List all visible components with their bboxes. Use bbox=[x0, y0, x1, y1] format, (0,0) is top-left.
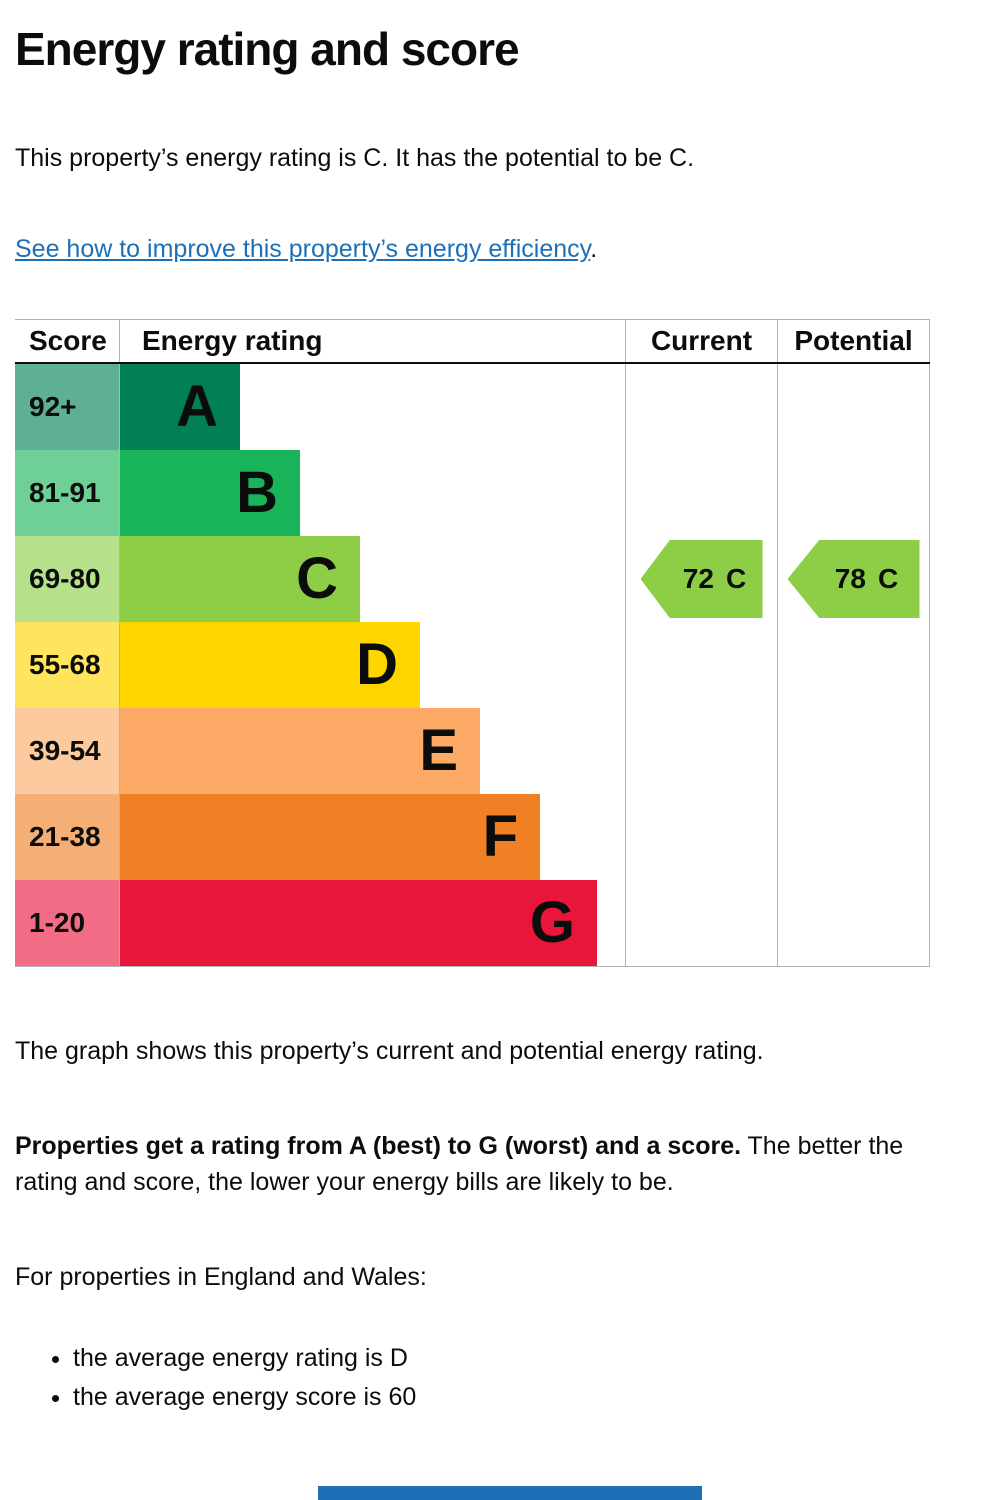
page-title: Energy rating and score bbox=[15, 23, 520, 75]
potential-cell-c: 78 C bbox=[777, 536, 930, 622]
epc-row-c: 69-80 C 72 C 78 C bbox=[15, 536, 930, 622]
improve-efficiency-link[interactable]: See how to improve this property’s energ… bbox=[15, 235, 591, 263]
current-cell-a bbox=[625, 364, 777, 450]
score-range-f: 21-38 bbox=[15, 794, 120, 880]
current-cell-d bbox=[625, 622, 777, 708]
region-heading: For properties in England and Wales: bbox=[15, 1262, 427, 1291]
epc-chart: Score Energy rating Current Potential 92… bbox=[15, 319, 930, 967]
score-range-c: 69-80 bbox=[15, 536, 120, 622]
potential-score: 78 bbox=[834, 563, 866, 594]
rating-explanation-bold: Properties get a rating from A (best) to… bbox=[15, 1132, 742, 1160]
score-range-b: 81-91 bbox=[15, 450, 120, 536]
potential-letter: C bbox=[877, 563, 899, 594]
potential-rating-arrow: 78 C bbox=[787, 540, 920, 618]
header-score: Score bbox=[15, 320, 120, 362]
band-bar-c: C bbox=[120, 536, 360, 622]
band-letter-e: E bbox=[419, 718, 458, 783]
potential-cell-b bbox=[777, 450, 930, 536]
epc-page: Energy rating and score This property’s … bbox=[0, 0, 1000, 1412]
summary-text: This property’s energy rating is C. It h… bbox=[15, 144, 695, 172]
average-score-item: the average energy score is 60 bbox=[73, 1383, 985, 1412]
potential-cell-f bbox=[777, 794, 930, 880]
epc-header-row: Score Energy rating Current Potential bbox=[15, 320, 930, 364]
potential-cell-e bbox=[777, 708, 930, 794]
header-energy-rating: Energy rating bbox=[142, 325, 323, 356]
current-cell-c: 72 C bbox=[625, 536, 777, 622]
graph-caption: The graph shows this property’s current … bbox=[15, 1037, 764, 1065]
potential-cell-a bbox=[777, 364, 930, 450]
header-potential: Potential bbox=[777, 320, 930, 362]
band-bar-a: A bbox=[120, 364, 240, 450]
epc-row-b: 81-91 B bbox=[15, 450, 930, 536]
improve-line: See how to improve this property’s energ… bbox=[15, 235, 985, 264]
band-letter-f: F bbox=[482, 804, 518, 869]
band-letter-d: D bbox=[356, 632, 398, 697]
epc-row-g: 1-20 G bbox=[15, 880, 930, 966]
score-range-g: 1-20 bbox=[15, 880, 120, 966]
band-bar-b: B bbox=[120, 450, 300, 536]
epc-row-f: 21-38 F bbox=[15, 794, 930, 880]
band-letter-a: A bbox=[176, 374, 218, 439]
epc-row-e: 39-54 E bbox=[15, 708, 930, 794]
rating-explanation: Properties get a rating from A (best) to… bbox=[15, 1128, 935, 1201]
band-letter-c: C bbox=[296, 546, 338, 611]
current-cell-e bbox=[625, 708, 777, 794]
bottom-blue-bar bbox=[318, 1486, 702, 1500]
band-bar-d: D bbox=[120, 622, 420, 708]
current-cell-b bbox=[625, 450, 777, 536]
current-rating-arrow: 72 C bbox=[640, 540, 763, 618]
header-current: Current bbox=[625, 320, 777, 362]
average-rating-item: the average energy rating is D bbox=[73, 1344, 985, 1373]
potential-cell-g bbox=[777, 880, 930, 966]
current-cell-f bbox=[625, 794, 777, 880]
average-facts-list: the average energy rating is D the avera… bbox=[15, 1344, 985, 1412]
band-bar-e: E bbox=[120, 708, 480, 794]
score-range-a: 92+ bbox=[15, 364, 120, 450]
current-letter: C bbox=[725, 563, 747, 594]
score-range-d: 55-68 bbox=[15, 622, 120, 708]
epc-row-d: 55-68 D bbox=[15, 622, 930, 708]
rating-explanation-rest: The better the rating and score, the low… bbox=[15, 1132, 904, 1197]
current-cell-g bbox=[625, 880, 777, 966]
epc-row-a: 92+ A bbox=[15, 364, 930, 450]
potential-cell-d bbox=[777, 622, 930, 708]
score-range-e: 39-54 bbox=[15, 708, 120, 794]
link-period: . bbox=[590, 235, 598, 263]
band-bar-g: G bbox=[120, 880, 597, 966]
current-score: 72 bbox=[682, 563, 714, 594]
band-bar-f: F bbox=[120, 794, 540, 880]
band-letter-g: G bbox=[529, 890, 575, 955]
band-letter-b: B bbox=[236, 460, 278, 525]
